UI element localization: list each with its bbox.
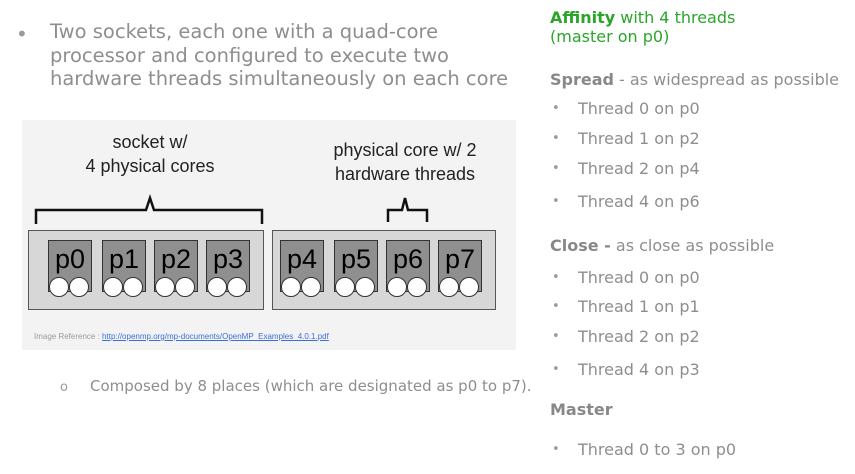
- core-p0: p0: [48, 240, 92, 297]
- core-label-line1: physical core w/ 2: [333, 140, 477, 160]
- core-label-p3: p3: [212, 244, 244, 274]
- core-p5: p5: [334, 240, 378, 297]
- list-item: Thread 0 on p0: [578, 99, 700, 118]
- list-item: Thread 4 on p6: [578, 192, 700, 211]
- figure-braces: [34, 194, 429, 224]
- spread-heading-bold: Spread: [550, 70, 614, 89]
- socket-label-line1: socket w/: [112, 132, 188, 152]
- hw-thread: [301, 277, 321, 297]
- hw-thread: [175, 277, 195, 297]
- spread-heading-rest: - as widespread as possible: [613, 70, 840, 89]
- list-item: Thread 4 on p3: [578, 360, 700, 379]
- hw-thread: [407, 277, 427, 297]
- master-heading: Master: [550, 400, 613, 419]
- hw-thread: [123, 277, 143, 297]
- list-item: Thread 0 to 3 on p0: [578, 440, 737, 459]
- affinity-heading-line2: (master on p0): [550, 27, 670, 46]
- hw-thread: [227, 277, 247, 297]
- bullet-marker: •: [552, 194, 560, 209]
- close-heading: Close - as close as possible: [550, 236, 774, 255]
- bullet-marker: •: [552, 131, 560, 146]
- bullet-marker: •: [552, 270, 560, 285]
- core-label-p5: p5: [340, 244, 372, 274]
- list-item: Thread 2 on p2: [578, 327, 700, 346]
- hw-thread: [439, 277, 459, 297]
- hw-thread: [387, 277, 407, 297]
- image-reference-link[interactable]: http://openmp.org/mp-documents/OpenMP_Ex…: [102, 332, 329, 341]
- core-label-p2: p2: [160, 244, 192, 274]
- core-label: physical core w/ 2 hardware threads: [310, 138, 500, 186]
- sub-bullet-marker: o: [60, 380, 68, 395]
- list-item: Thread 2 on p4: [578, 159, 700, 178]
- core-p4: p4: [280, 240, 324, 297]
- close-heading-rest: as close as possible: [610, 236, 775, 255]
- core-label-p7: p7: [444, 244, 476, 274]
- spread-heading: Spread - as widespread as possible: [550, 70, 839, 89]
- socket-label-line2: 4 physical cores: [85, 156, 215, 176]
- hw-thread: [49, 277, 69, 297]
- list-item: Thread 0 on p0: [578, 268, 700, 287]
- socket-brace: [34, 194, 264, 224]
- hw-thread: [103, 277, 123, 297]
- core-label-p4: p4: [286, 244, 318, 274]
- close-heading-bold: Close -: [550, 236, 611, 255]
- affinity-heading-rest: with 4 threads: [615, 8, 736, 27]
- bullet-marker: •: [552, 161, 560, 176]
- list-item: Thread 1 on p1: [578, 297, 700, 316]
- affinity-heading: Affinity with 4 threads (master on p0): [550, 8, 735, 46]
- core-label-p0: p0: [54, 244, 86, 274]
- hw-thread: [355, 277, 375, 297]
- sub-bullet-text: Composed by 8 places (which are designat…: [90, 377, 532, 395]
- bullet-marker: •: [16, 22, 28, 46]
- hw-thread: [335, 277, 355, 297]
- bullet-marker: •: [552, 442, 560, 457]
- core-label-p6: p6: [392, 244, 424, 274]
- bullet-marker: •: [552, 362, 560, 377]
- core-brace: [386, 197, 429, 222]
- image-reference: Image Reference : http://openmp.org/mp-d…: [34, 332, 329, 341]
- core-label-line2: hardware threads: [334, 164, 476, 184]
- bullet-marker: •: [552, 299, 560, 314]
- list-item: Thread 1 on p2: [578, 129, 700, 148]
- core-p1: p1: [102, 240, 146, 297]
- openmp-places-figure: socket w/ 4 physical cores physical core…: [22, 120, 516, 350]
- bullet-marker: •: [552, 101, 560, 116]
- affinity-heading-bold: Affinity: [550, 8, 616, 27]
- main-bullet-text: Two sockets, each one with a quad-core p…: [50, 20, 509, 90]
- socket-label: socket w/ 4 physical cores: [80, 130, 220, 178]
- hw-thread: [459, 277, 479, 297]
- master-heading-bold: Master: [550, 400, 613, 419]
- hw-thread: [155, 277, 175, 297]
- hw-thread: [281, 277, 301, 297]
- core-p3: p3: [206, 240, 250, 297]
- core-p2: p2: [154, 240, 198, 297]
- hw-thread: [69, 277, 89, 297]
- core-p7: p7: [438, 240, 482, 297]
- bullet-marker: •: [552, 329, 560, 344]
- core-label-p1: p1: [108, 244, 140, 274]
- hw-thread: [207, 277, 227, 297]
- core-p6: p6: [386, 240, 430, 297]
- image-reference-prefix: Image Reference :: [34, 332, 103, 341]
